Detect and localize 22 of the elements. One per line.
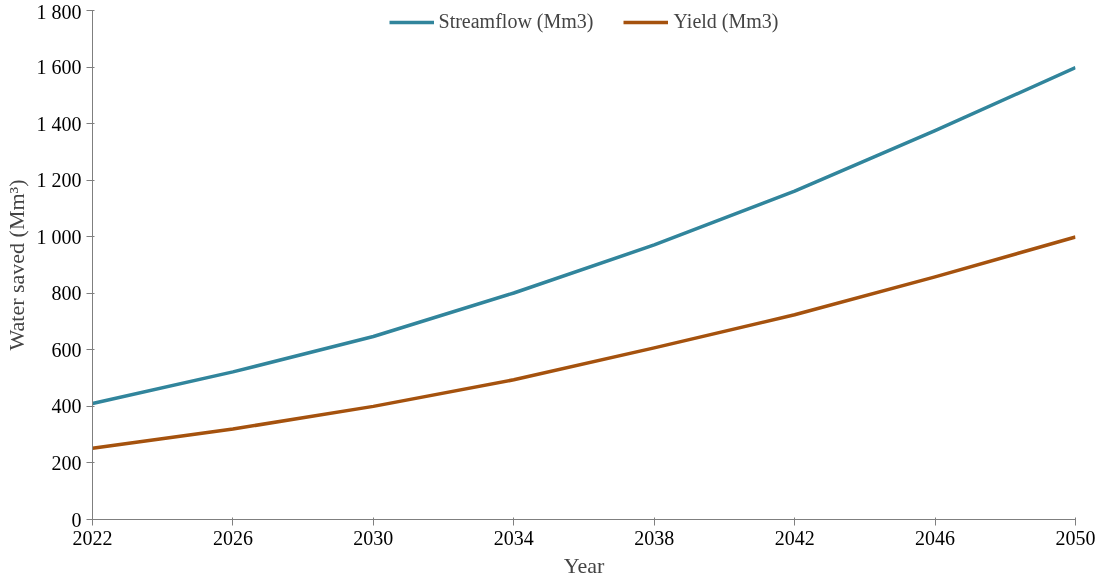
y-tick-label: 1 800	[36, 0, 82, 23]
legend-label: Yield (Mm3)	[673, 10, 779, 33]
x-tick-label: 2046	[915, 526, 956, 549]
x-axis-title: Year	[563, 552, 605, 578]
y-tick-label: 1 000	[36, 225, 82, 248]
x-tick-label: 2038	[634, 526, 675, 549]
y-tick-label: 800	[51, 282, 82, 305]
y-tick-label: 400	[51, 395, 82, 418]
x-tick-label: 2034	[493, 526, 534, 549]
y-axis-title: Water saved (Mm³)	[3, 179, 29, 351]
y-tick-label: 200	[51, 451, 82, 474]
line-series	[92, 65, 1076, 406]
x-tick-label: 2042	[774, 526, 815, 549]
x-tick-label: 2050	[1055, 526, 1096, 549]
y-tick-label: 1 600	[36, 56, 82, 79]
legend-label: Streamflow (Mm3)	[438, 10, 594, 33]
x-tick-label: 2030	[353, 526, 394, 549]
y-tick-label: 1 400	[36, 112, 82, 135]
y-tick-label: 1 200	[36, 169, 82, 192]
y-tick-label: 600	[51, 338, 82, 361]
line-series	[92, 235, 1076, 450]
x-tick-label: 2026	[212, 526, 253, 549]
